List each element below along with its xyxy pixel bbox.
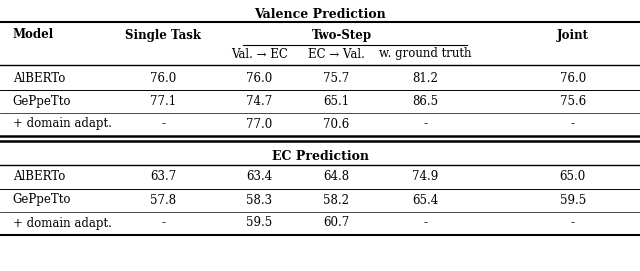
Text: 81.2: 81.2 bbox=[413, 72, 438, 85]
Text: EC → Val.: EC → Val. bbox=[308, 47, 364, 60]
Text: 65.0: 65.0 bbox=[559, 170, 586, 183]
Text: + domain adapt.: + domain adapt. bbox=[13, 217, 111, 230]
Text: Joint: Joint bbox=[557, 28, 589, 41]
Text: 86.5: 86.5 bbox=[413, 95, 438, 108]
Text: w. ground truth: w. ground truth bbox=[380, 47, 472, 60]
Text: GePpeTto: GePpeTto bbox=[13, 193, 71, 207]
Text: 60.7: 60.7 bbox=[323, 217, 349, 230]
Text: -: - bbox=[161, 217, 165, 230]
Text: 58.2: 58.2 bbox=[323, 193, 349, 207]
Text: 58.3: 58.3 bbox=[246, 193, 272, 207]
Text: -: - bbox=[571, 217, 575, 230]
Text: 77.0: 77.0 bbox=[246, 118, 273, 131]
Text: -: - bbox=[571, 118, 575, 131]
Text: -: - bbox=[161, 118, 165, 131]
Text: 65.4: 65.4 bbox=[412, 193, 439, 207]
Text: AlBERTo: AlBERTo bbox=[13, 170, 65, 183]
Text: 64.8: 64.8 bbox=[323, 170, 349, 183]
Text: Val. → EC: Val. → EC bbox=[231, 47, 287, 60]
Text: -: - bbox=[424, 118, 428, 131]
Text: Model: Model bbox=[13, 28, 54, 41]
Text: 76.0: 76.0 bbox=[246, 72, 273, 85]
Text: EC Prediction: EC Prediction bbox=[271, 150, 369, 163]
Text: + domain adapt.: + domain adapt. bbox=[13, 118, 111, 131]
Text: 76.0: 76.0 bbox=[150, 72, 177, 85]
Text: Single Task: Single Task bbox=[125, 28, 201, 41]
Text: 74.9: 74.9 bbox=[412, 170, 439, 183]
Text: 59.5: 59.5 bbox=[559, 193, 586, 207]
Text: 75.7: 75.7 bbox=[323, 72, 349, 85]
Text: -: - bbox=[424, 217, 428, 230]
Text: 70.6: 70.6 bbox=[323, 118, 349, 131]
Text: Two-Step: Two-Step bbox=[312, 28, 372, 41]
Text: 75.6: 75.6 bbox=[559, 95, 586, 108]
Text: 65.1: 65.1 bbox=[323, 95, 349, 108]
Text: 63.4: 63.4 bbox=[246, 170, 273, 183]
Text: GePpeTto: GePpeTto bbox=[13, 95, 71, 108]
Text: 63.7: 63.7 bbox=[150, 170, 177, 183]
Text: 76.0: 76.0 bbox=[559, 72, 586, 85]
Text: 59.5: 59.5 bbox=[246, 217, 273, 230]
Text: 77.1: 77.1 bbox=[150, 95, 176, 108]
Text: 74.7: 74.7 bbox=[246, 95, 273, 108]
Text: Valence Prediction: Valence Prediction bbox=[254, 8, 386, 21]
Text: AlBERTo: AlBERTo bbox=[13, 72, 65, 85]
Text: 57.8: 57.8 bbox=[150, 193, 176, 207]
